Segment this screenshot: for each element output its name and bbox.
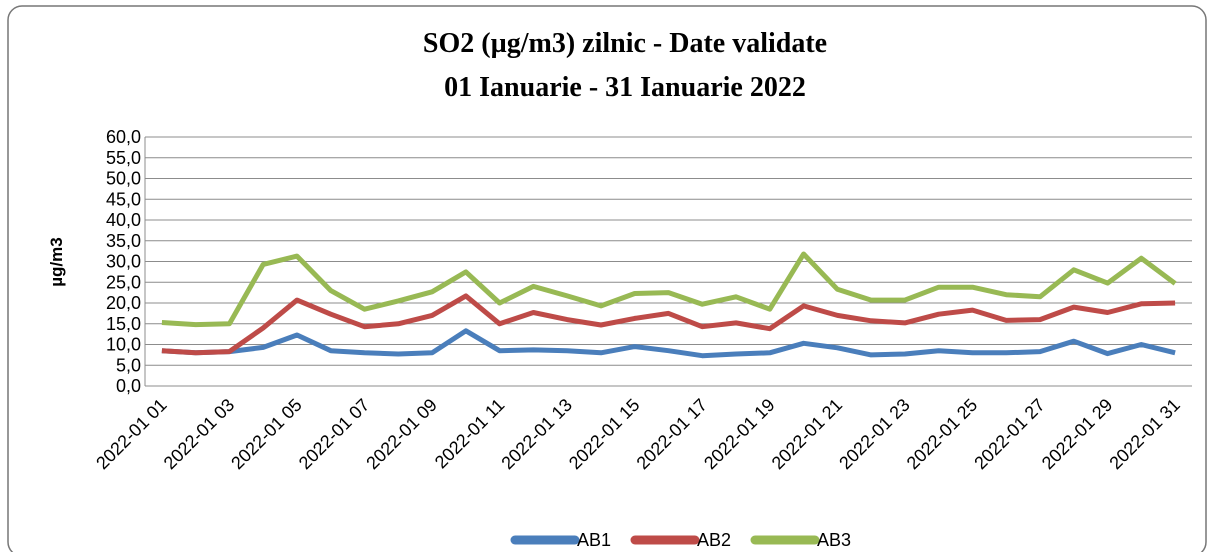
series-line [161,293,1176,356]
chart-title: SO2 (µg/m3) zilnic - Date validate [423,28,827,59]
y-tick-label: 45,0 [106,189,141,209]
chart-frame [7,5,1207,552]
y-tick-label: 10,0 [106,335,141,355]
chart-subtitle: 01 Ianuarie - 31 Ianuarie 2022 [444,72,806,103]
y-tick-label: 40,0 [106,210,141,230]
y-tick-label: 0,0 [116,376,141,396]
legend-label: AB2 [697,530,731,550]
y-tick-label: 50,0 [106,169,141,189]
y-tick-label: 35,0 [106,231,141,251]
y-tick-label: 30,0 [106,252,141,272]
y-axis-label: µg/m3 [47,237,66,286]
series-line [161,328,1176,359]
y-tick-label: 15,0 [106,314,141,334]
y-tick-label: 20,0 [106,293,141,313]
y-tick-label: 55,0 [106,148,141,168]
series-line [161,251,1177,328]
y-tick-label: 5,0 [116,355,141,375]
y-tick-label: 25,0 [106,272,141,292]
legend-label: AB1 [577,530,611,550]
y-tick-label: 60,0 [106,127,141,147]
legend-label: AB3 [817,530,851,550]
